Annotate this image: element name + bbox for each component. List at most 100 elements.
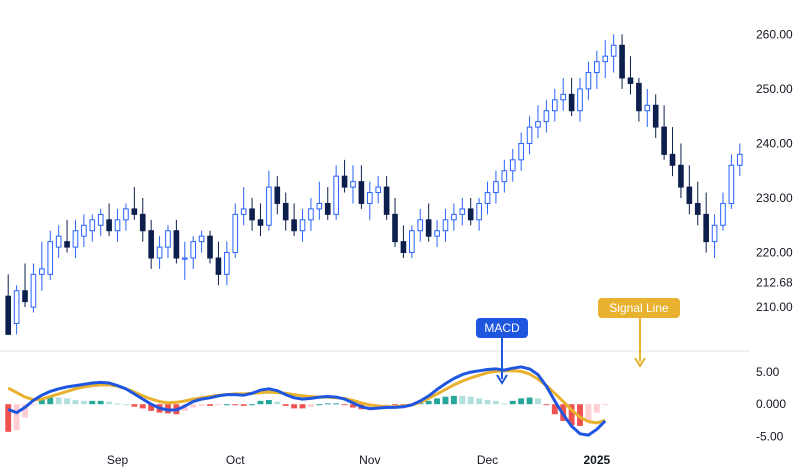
candle-up (114, 219, 121, 232)
histogram-bar (366, 404, 373, 410)
histogram-bar (333, 403, 340, 405)
candle-up (459, 208, 466, 215)
histogram-bar (501, 403, 508, 405)
candle-up (526, 126, 533, 144)
candle-up (434, 230, 440, 237)
histogram-bar (476, 398, 483, 405)
histogram-bar (442, 396, 449, 405)
histogram-bar (585, 404, 592, 422)
histogram-bar (64, 398, 71, 405)
candle-up (47, 241, 54, 275)
candle-up (509, 159, 516, 172)
histogram-bar (535, 398, 541, 405)
candle-down (627, 77, 634, 84)
candle-down (341, 175, 348, 188)
candle-up (333, 175, 339, 215)
histogram-bar (106, 401, 113, 405)
candle-up (266, 186, 272, 226)
candle-down (425, 219, 432, 237)
candle-up (190, 241, 197, 259)
price-tick-label: 220.00 (756, 246, 793, 260)
candle-up (594, 61, 600, 74)
histogram-bar (80, 400, 87, 405)
histogram-bar (307, 404, 314, 407)
histogram-bar (190, 404, 197, 408)
histogram-bar (450, 395, 457, 405)
candle-up (476, 202, 482, 221)
candle-up (165, 230, 171, 248)
candle-down (400, 241, 407, 254)
signal-callout-box (598, 298, 680, 318)
indicator-tick-label: 0.000 (756, 397, 786, 411)
histogram-bar (543, 404, 550, 406)
histogram-bar (13, 404, 20, 431)
candle-down (568, 93, 575, 112)
histogram-bar (434, 398, 441, 405)
candle-up (13, 290, 20, 324)
candle-up (501, 170, 508, 183)
candle-down (392, 213, 398, 243)
histogram-bar (467, 396, 474, 405)
candle-down (139, 213, 146, 232)
candle-up (484, 192, 491, 204)
histogram-bar (341, 404, 348, 406)
histogram-bar (392, 404, 398, 406)
candle-down (358, 181, 365, 204)
candle-down (291, 219, 297, 232)
histogram-bar (602, 404, 609, 406)
candle-up (81, 224, 87, 237)
histogram-bar (577, 404, 583, 426)
candle-up (366, 192, 373, 204)
x-axis-label: Nov (359, 453, 380, 467)
candle-up (123, 208, 129, 221)
candle-up (644, 104, 651, 112)
histogram-bar (22, 404, 28, 418)
histogram-bar (89, 400, 96, 405)
histogram-bar (215, 404, 222, 406)
candle-down (257, 219, 264, 226)
candle-down (148, 230, 154, 259)
x-axis-label: 2025 (583, 453, 610, 467)
histogram-bar (139, 404, 146, 409)
candle-up (417, 219, 424, 232)
histogram-bar (148, 404, 155, 411)
x-axis-label: Dec (477, 453, 498, 467)
candle-down (22, 290, 28, 303)
candle-down (106, 219, 112, 232)
histogram-bar (30, 404, 37, 406)
candle-up (720, 202, 726, 226)
macd-callout-box (476, 318, 528, 338)
macd-callout-arrow-head (496, 374, 508, 385)
histogram-bar (316, 404, 323, 406)
candle-up (55, 235, 62, 248)
candle-down (652, 104, 659, 128)
candle-down (215, 257, 222, 275)
price-tick-label: 240.00 (756, 136, 793, 150)
histogram-bar (198, 404, 205, 406)
candle-down (467, 208, 474, 221)
candle-up (711, 224, 718, 243)
candle-up (240, 208, 247, 215)
candle-up (375, 186, 382, 194)
indicator-tick-label: -5.00 (756, 429, 784, 443)
histogram-bar (459, 395, 466, 405)
histogram-bar (484, 400, 491, 405)
histogram-bar (72, 400, 79, 405)
candle-up (736, 153, 743, 166)
x-axis-label: Oct (226, 453, 245, 467)
histogram-bar (518, 398, 525, 405)
signal-callout-arrow-head (634, 357, 646, 368)
histogram-bar (299, 404, 306, 409)
candle-down (703, 213, 709, 243)
candle-up (577, 88, 583, 112)
histogram-bar (223, 404, 230, 406)
candle-down (686, 186, 693, 204)
candle-up (451, 213, 457, 221)
candle-down (636, 82, 642, 112)
histogram-bar (265, 400, 272, 405)
histogram-bar (47, 397, 54, 405)
price-tick-label: 210.00 (756, 300, 793, 314)
candle-up (156, 246, 163, 259)
